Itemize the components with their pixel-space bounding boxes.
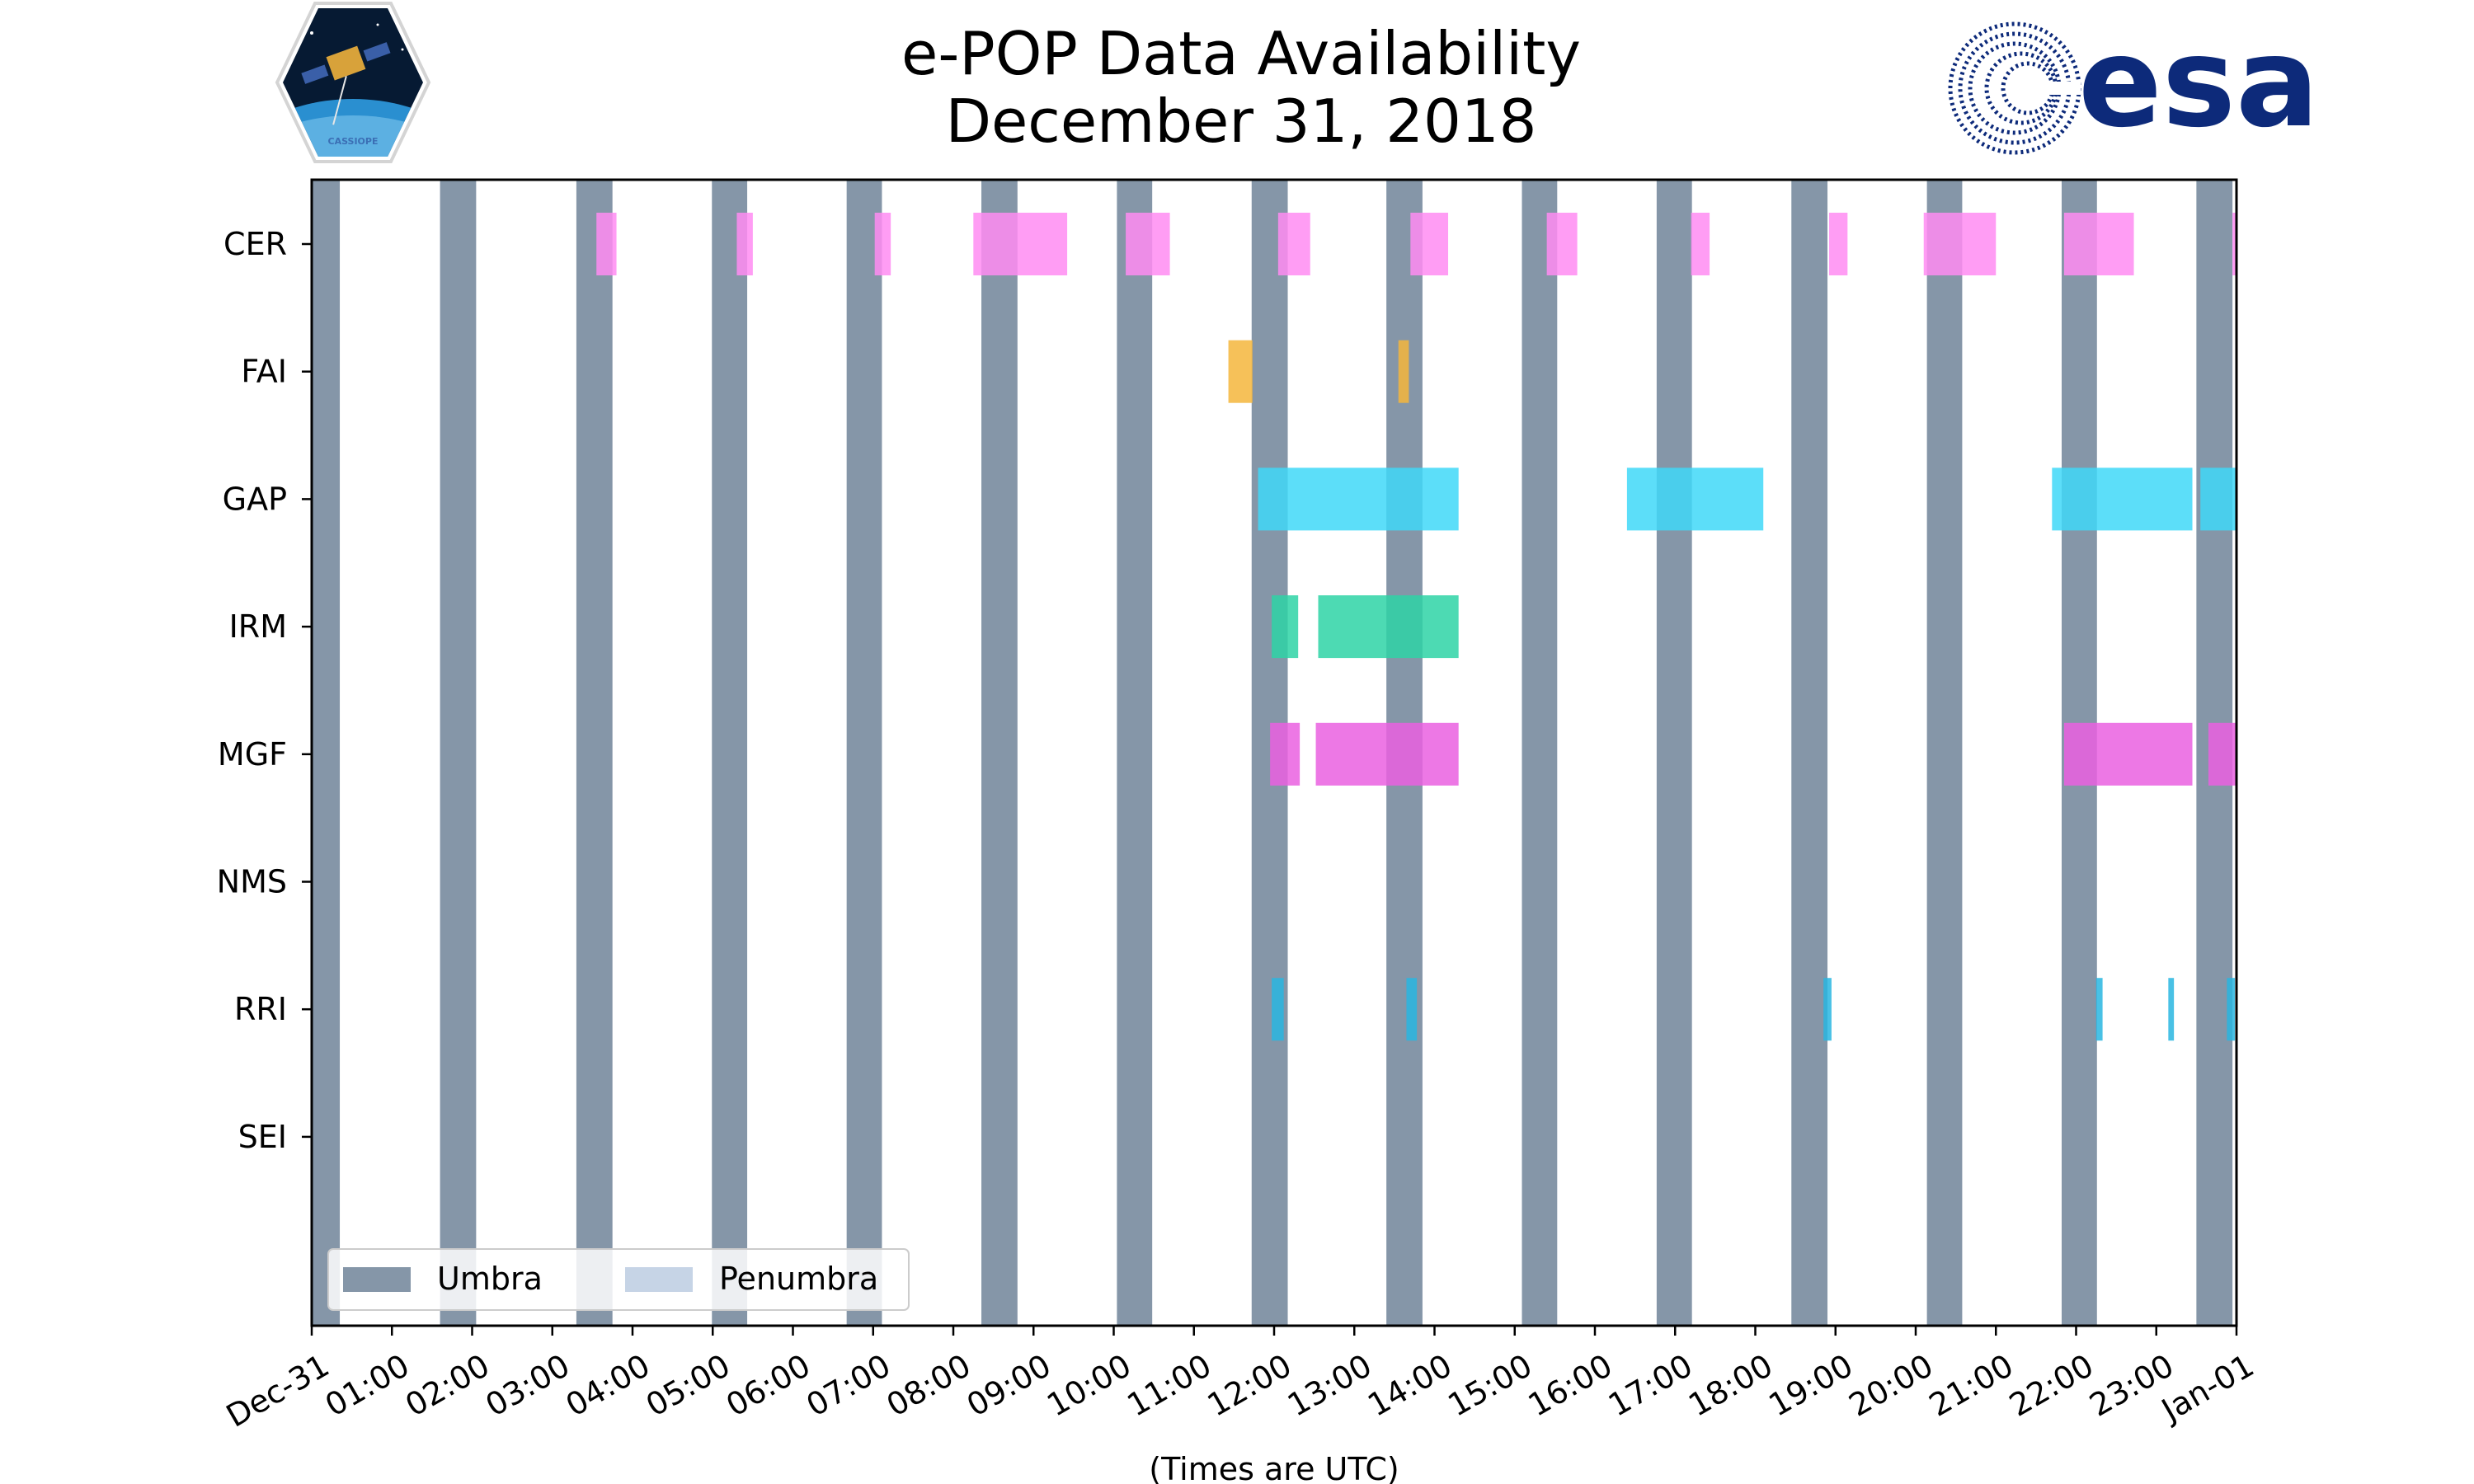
mgf-interval-2 <box>1315 722 1459 786</box>
y-tick-label-sei: SEI <box>238 1119 287 1155</box>
cer-interval-13 <box>2232 213 2236 275</box>
gap-interval-2 <box>1626 467 1764 531</box>
x-tick-label-19: 19:00 <box>1762 1347 1859 1424</box>
x-axis: Dec-3101:0002:0003:0004:0005:0006:0007:0… <box>220 1326 2260 1435</box>
legend-label-penumbra: Penumbra <box>719 1261 878 1297</box>
gap-interval-4 <box>2200 467 2236 531</box>
umbra-band-3 <box>576 180 613 1326</box>
cer-interval-10 <box>1828 213 1848 275</box>
x-tick-label-8: 08:00 <box>881 1347 977 1424</box>
y-tick-label-rri: RRI <box>234 991 287 1027</box>
fai-interval-2 <box>1398 340 1409 403</box>
x-tick-label-21: 21:00 <box>1923 1347 2020 1424</box>
y-tick-label-fai: FAI <box>241 354 287 390</box>
x-tick-label-24: Jan-01 <box>2154 1347 2260 1429</box>
x-tick-label-5: 05:00 <box>640 1347 736 1424</box>
rri-interval-4 <box>2095 978 2103 1041</box>
legend-label-umbra: Umbra <box>437 1261 543 1297</box>
cer-interval-1 <box>596 213 617 275</box>
cer-interval-11 <box>1923 213 1997 275</box>
plot-area: CER FAI GAP IRM MGF NMS RRI SEI Dec-3101:0002:0… <box>217 178 2260 1435</box>
umbra-band-10 <box>1522 180 1558 1326</box>
x-tick-label-11: 11:00 <box>1121 1347 1217 1424</box>
x-tick-label-1: 01:00 <box>319 1347 416 1424</box>
rri-interval-5 <box>2168 978 2175 1041</box>
cer-interval-6 <box>1277 213 1310 275</box>
umbra-band-11 <box>1656 180 1692 1326</box>
y-tick-label-mgf: MGF <box>218 736 287 773</box>
x-tick-label-18: 18:00 <box>1682 1347 1779 1424</box>
rri-interval-2 <box>1406 978 1418 1041</box>
x-tick-label-13: 13:00 <box>1282 1347 1378 1424</box>
y-tick-label-nms: NMS <box>217 864 287 900</box>
gap-interval-1 <box>1258 467 1459 531</box>
umbra-band-12 <box>1791 180 1828 1326</box>
y-axis: CER FAI GAP IRM MGF NMS RRI SEI <box>217 226 312 1155</box>
x-tick-label-17: 17:00 <box>1602 1347 1699 1424</box>
x-tick-label-12: 12:00 <box>1202 1347 1298 1424</box>
mgf-interval-3 <box>2063 722 2193 786</box>
x-tick-label-22: 22:00 <box>2003 1347 2100 1424</box>
x-tick-label-15: 15:00 <box>1442 1347 1538 1424</box>
x-axis-label: (Times are UTC) <box>1149 1451 1399 1484</box>
cer-interval-2 <box>736 213 753 275</box>
y-tick-label-cer: CER <box>223 226 287 262</box>
rri-interval-1 <box>1272 978 1284 1041</box>
esa-logo-icon: esa <box>1948 12 2319 155</box>
mgf-interval-4 <box>2208 722 2236 786</box>
cassiope-mission-icon: CASSIOPE <box>275 2 431 163</box>
umbra-band-2 <box>440 180 477 1326</box>
rri-interval-3 <box>1823 978 1832 1041</box>
cer-interval-3 <box>874 213 891 275</box>
cer-interval-12 <box>2063 213 2134 275</box>
y-tick-label-gap: GAP <box>223 481 287 517</box>
umbra-band-4 <box>712 180 748 1326</box>
x-tick-label-10: 10:00 <box>1041 1347 1137 1424</box>
chart-title-line-1: e-POP Data Availability <box>901 19 1581 88</box>
legend-box <box>327 1248 910 1311</box>
gap-interval-3 <box>2052 467 2193 531</box>
mgf-interval-1 <box>1270 722 1300 786</box>
cer-interval-9 <box>1691 213 1710 275</box>
instrument-intervals <box>596 213 2236 1041</box>
irm-interval-1 <box>1272 595 1299 659</box>
y-tick-label-irm: IRM <box>229 608 287 645</box>
cer-interval-4 <box>973 213 1068 275</box>
cer-interval-5 <box>1126 213 1170 275</box>
esa-wordmark: esa <box>2078 12 2319 155</box>
umbra-band-7 <box>1117 180 1153 1326</box>
umbra-band-5 <box>846 180 882 1326</box>
x-tick-label-2: 02:00 <box>399 1347 496 1424</box>
x-tick-label-14: 14:00 <box>1362 1347 1458 1424</box>
cassiope-caption: CASSIOPE <box>328 136 379 147</box>
rri-interval-6 <box>2227 978 2236 1041</box>
x-tick-label-20: 20:00 <box>1843 1347 1940 1424</box>
x-tick-label-9: 09:00 <box>961 1347 1057 1424</box>
x-tick-label-7: 07:00 <box>800 1347 896 1424</box>
legend: Umbra Penumbra <box>327 1248 910 1311</box>
x-tick-label-4: 04:00 <box>560 1347 656 1424</box>
x-tick-label-0: Dec-31 <box>220 1347 335 1435</box>
umbra-band-6 <box>981 180 1018 1326</box>
umbra-band-1 <box>312 180 341 1326</box>
x-tick-label-6: 06:00 <box>720 1347 816 1424</box>
irm-interval-2 <box>1318 595 1459 659</box>
chart-title-line-2: December 31, 2018 <box>946 87 1537 156</box>
x-tick-label-3: 03:00 <box>479 1347 576 1424</box>
fai-interval-1 <box>1228 340 1253 403</box>
cer-interval-7 <box>1410 213 1449 275</box>
legend-swatch-umbra <box>343 1267 411 1292</box>
umbra-band-13 <box>1926 180 1963 1326</box>
x-tick-label-16: 16:00 <box>1522 1347 1619 1424</box>
cer-interval-8 <box>1546 213 1578 275</box>
legend-swatch-penumbra <box>625 1267 693 1292</box>
